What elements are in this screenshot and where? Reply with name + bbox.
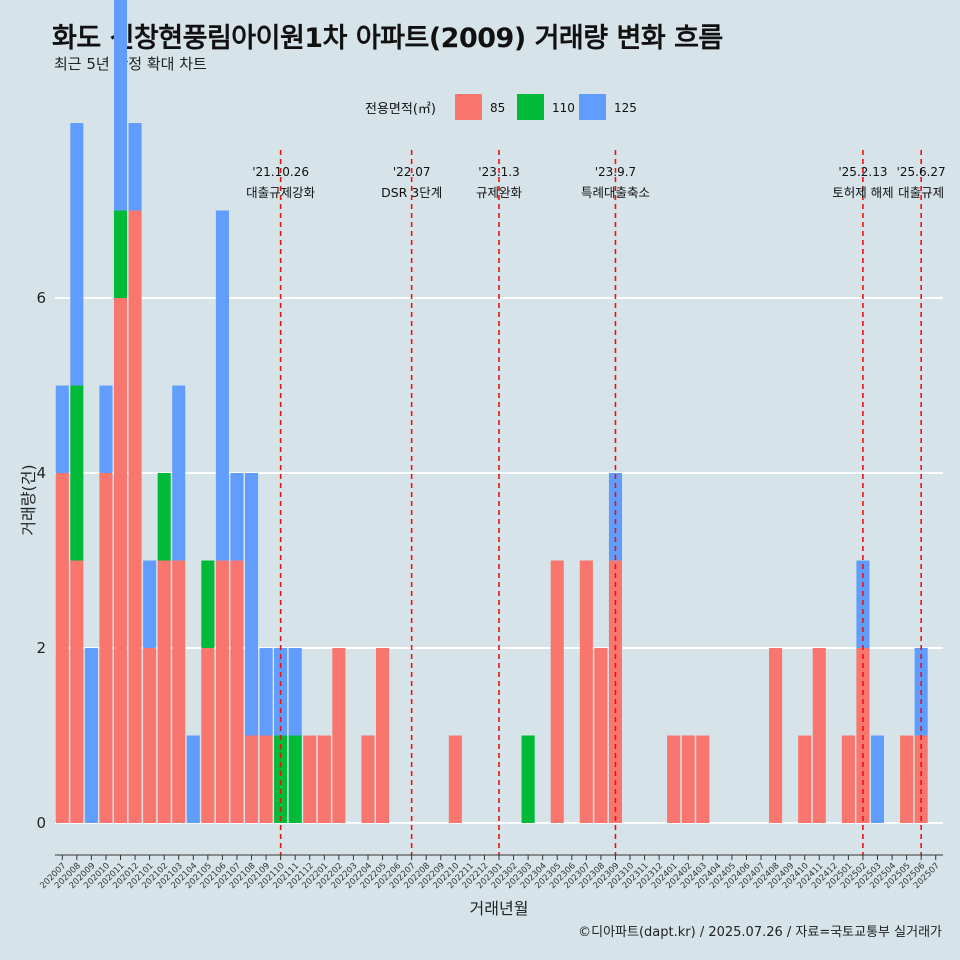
bar-202007-125	[55, 385, 69, 473]
event-date: '25.6.27	[897, 165, 946, 179]
bar-202011-85	[113, 298, 128, 823]
bar-202105-110	[201, 560, 215, 648]
bar-202106-125	[215, 210, 229, 561]
bar-202101-85	[143, 648, 157, 823]
event-date: '25.2.13	[838, 165, 887, 179]
bar-202008-110	[70, 385, 84, 561]
event-label: 특례대출축소	[581, 185, 650, 200]
bar-202309-125	[608, 473, 623, 561]
bar-202307-85	[579, 560, 593, 823]
bar-202101-125	[143, 560, 157, 648]
bar-202205-85	[375, 648, 390, 823]
legend: 전용면적(㎡) 85 110 125	[365, 94, 637, 120]
event-label: 규제완화	[476, 185, 523, 200]
y-tick-label: 6	[36, 289, 46, 307]
chart-title: 화도 신창현풍림아이원1차 아파트(2009) 거래량 변화 흐름	[52, 23, 723, 54]
bar-202410-85	[798, 735, 812, 823]
bar-202109-125	[259, 648, 273, 736]
bar-202008-125	[70, 123, 84, 386]
bar-202104-125	[186, 735, 200, 823]
y-axis-title: 거래량(건)	[19, 464, 38, 535]
event-date: '22.07	[393, 165, 431, 179]
source-caption: ©디아파트(dapt.kr) / 2025.07.26 / 자료=국토교통부 실…	[578, 925, 942, 940]
bar-202007-85	[55, 473, 69, 823]
bar-202106-85	[215, 560, 229, 823]
bars	[55, 0, 928, 823]
bar-202105-85	[201, 648, 215, 823]
bar-202012-85	[128, 210, 142, 823]
bar-202503-125	[870, 735, 885, 823]
event-label: 토허제 해제	[832, 185, 893, 200]
bar-202112-85	[303, 735, 317, 823]
legend-label-110: 110	[552, 101, 575, 115]
bar-202107-125	[230, 473, 244, 561]
bar-202102-85	[157, 560, 171, 823]
bar-202408-85	[769, 648, 783, 823]
bar-202210-85	[448, 735, 462, 823]
bar-202011-125	[113, 0, 128, 211]
legend-label-125: 125	[614, 101, 637, 115]
bar-202403-85	[696, 735, 710, 823]
bar-202012-125	[128, 123, 142, 211]
y-tick-label: 0	[36, 814, 46, 832]
bar-202109-85	[259, 735, 273, 823]
bar-202305-85	[550, 560, 564, 823]
bar-202506-85	[914, 735, 928, 823]
legend-swatch-85	[455, 94, 482, 120]
bar-202111-125	[288, 648, 302, 736]
event-label: 대출규제	[898, 185, 944, 200]
bar-202103-125	[172, 385, 186, 561]
chart-subtitle: 최근 5년 한정 확대 차트	[54, 55, 207, 73]
legend-swatch-125	[579, 94, 606, 120]
bar-202111-110	[288, 735, 302, 823]
legend-title: 전용면적(㎡)	[365, 102, 436, 117]
bar-202010-85	[99, 473, 113, 823]
bar-202204-85	[361, 735, 375, 823]
y-tick-label: 4	[36, 464, 46, 482]
event-label: DSR 3단계	[381, 185, 442, 200]
bar-202303-110	[521, 735, 535, 823]
bar-202108-125	[244, 473, 259, 736]
bar-202202-85	[332, 648, 346, 823]
bar-202108-85	[244, 735, 259, 823]
legend-swatch-110	[517, 94, 544, 120]
bar-202201-85	[317, 735, 331, 823]
event-date: '21.10.26	[252, 165, 309, 179]
bar-202010-125	[99, 385, 113, 473]
legend-label-85: 85	[490, 101, 505, 115]
bar-202110-110	[274, 735, 288, 823]
bar-202402-85	[681, 735, 695, 823]
bar-202505-85	[900, 735, 914, 823]
event-markers: '21.10.26 대출규제강화 '22.07 DSR 3단계 '23.1.3 규제완화 '…	[246, 150, 946, 855]
bar-202102-110	[157, 473, 171, 561]
bar-202308-85	[594, 648, 608, 823]
bar-202107-85	[230, 560, 244, 823]
event-label: 대출규제강화	[246, 185, 316, 200]
y-tick-label: 2	[36, 639, 46, 657]
bar-202401-85	[667, 735, 681, 823]
bar-202011-110	[113, 210, 128, 298]
bar-202008-85	[70, 560, 84, 823]
bar-202103-85	[172, 560, 186, 823]
event-date: '23.9.7	[595, 165, 636, 179]
x-axis-title: 거래년월	[470, 899, 529, 918]
bar-202501-85	[841, 735, 855, 823]
event-date: '23.1.3	[478, 165, 519, 179]
bar-202009-125	[84, 648, 98, 823]
bar-202411-85	[812, 648, 826, 823]
